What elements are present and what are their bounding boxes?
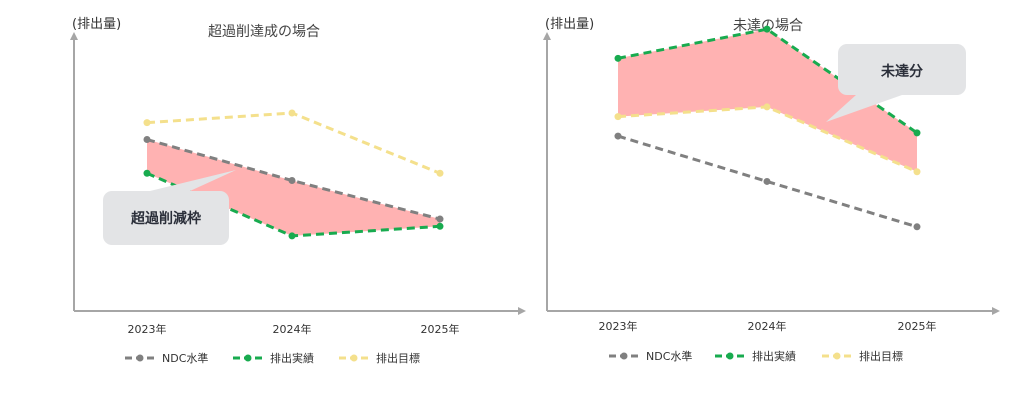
legend-swatch-dot [833,352,841,360]
legend-item: 排出実績 [233,351,314,365]
data-point [614,113,622,121]
legend-swatch-dot [136,354,144,362]
legend-label: NDC水準 [646,349,692,363]
legend-item: NDC水準 [125,351,208,365]
data-point [143,136,151,144]
x-tick-label: 2025年 [421,322,460,336]
data-point [436,169,444,177]
x-tick-label: 2025年 [898,319,937,333]
callout: 超過削減枠 [103,170,236,245]
callout: 未達分 [826,44,966,122]
callout-label: 未達分 [881,63,923,80]
data-point [763,177,771,185]
chart-title: 超過削達成の場合 [208,24,320,40]
data-point [913,129,921,137]
legend-label: NDC水準 [162,351,208,365]
data-point [288,109,296,117]
chart-right: (排出量)未達の場合2023年2024年2025年未達分NDC水準排出実績排出目… [543,17,1000,363]
x-tick-label: 2024年 [273,322,312,336]
legend-swatch-dot [726,352,734,360]
legend-label: 排出目標 [859,349,903,363]
data-point [436,215,444,223]
legend-item: 排出目標 [822,349,903,363]
y-axis-label: (排出量) [545,17,594,32]
data-point [143,169,151,177]
chart-left: (排出量) 超過削達成の場合 2023年 2024年 2025年 超過削減枠 NDC水準 排出… [70,17,526,365]
x-tick-label: 2024年 [748,319,787,333]
legend-swatch-dot [244,354,252,362]
legend-label: 排出実績 [270,351,314,365]
data-point [288,232,296,240]
callout-tail [826,95,902,122]
data-point [614,54,622,62]
legend-swatch-dot [350,354,358,362]
data-point [763,25,771,33]
x-tick-label: 2023年 [128,322,167,336]
data-point [436,222,444,230]
data-point [143,119,151,127]
data-point [288,177,296,184]
callout-label: 超過削減枠 [130,210,201,227]
callout-box [103,191,229,245]
data-point [614,132,622,140]
data-point [763,103,771,111]
legend-item: 排出目標 [339,351,420,365]
legend-swatch-dot [620,352,628,360]
data-point [913,168,921,176]
gap-area [618,29,917,172]
legend-label: 排出目標 [376,351,420,365]
series-line [617,134,918,229]
callout-tail [150,170,236,191]
legend-label: 排出実績 [752,349,796,363]
gap-area [147,139,440,236]
x-tick-label: 2023年 [599,319,638,333]
data-point [913,223,921,231]
y-axis-label: (排出量) [72,17,121,32]
callout-box [838,44,966,95]
legend-item: NDC水準 [609,349,692,363]
legend-item: 排出実績 [715,349,796,363]
